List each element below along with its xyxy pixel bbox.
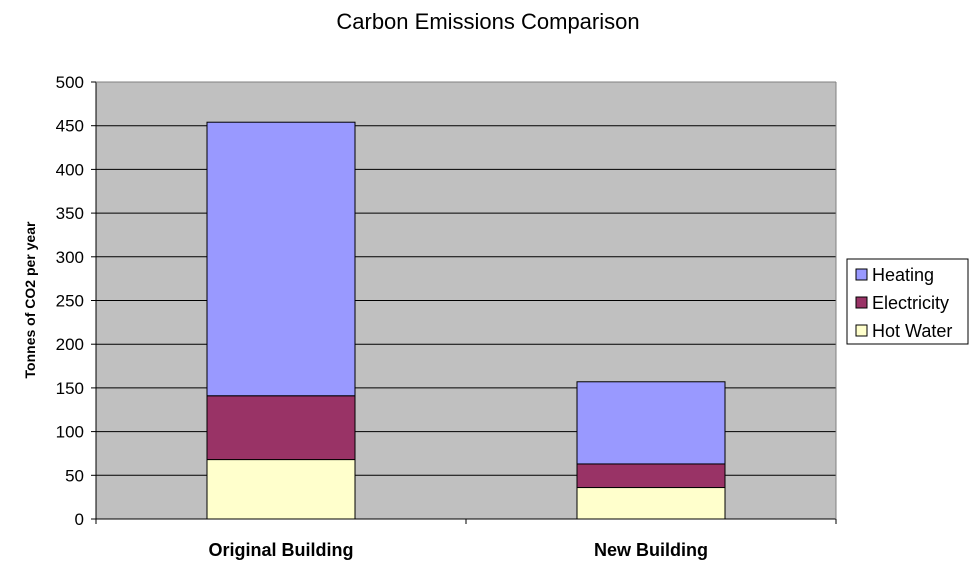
y-tick-label: 350	[56, 204, 84, 223]
y-tick-label: 300	[56, 248, 84, 267]
y-tick-label: 250	[56, 292, 84, 311]
legend-swatch	[855, 268, 868, 281]
y-tick-label: 450	[56, 117, 84, 136]
y-tick-label: 500	[56, 73, 84, 92]
y-tick-label: 400	[56, 160, 84, 179]
x-category-label: New Building	[594, 540, 708, 560]
legend: Heating Electricity Hot Water	[846, 258, 969, 345]
bar-segment-electricity	[576, 463, 726, 489]
y-tick-label: 200	[56, 335, 84, 354]
legend-swatch	[855, 296, 868, 309]
bars	[206, 121, 726, 520]
chart-title: Carbon Emissions Comparison	[336, 9, 639, 34]
bar-segment-heating	[576, 381, 726, 465]
bar-segment-electricity	[206, 395, 356, 461]
y-tick-labels: 0 50 100 150 200 250 300 350 400 450 500	[56, 73, 84, 529]
y-axis-label: Tonnes of CO2 per year	[22, 221, 38, 378]
axes	[91, 81, 837, 524]
bar-segment-hot-water	[576, 487, 726, 520]
bar-segment-hot-water	[206, 459, 356, 520]
legend-label: Electricity	[872, 293, 949, 313]
bar-segment-heating	[206, 121, 356, 397]
legend-swatch	[855, 324, 868, 337]
legend-label: Heating	[872, 265, 934, 285]
y-tick-label: 0	[75, 510, 84, 529]
y-tick-label: 150	[56, 379, 84, 398]
x-category-label: Original Building	[209, 540, 354, 560]
y-tick-label: 50	[65, 466, 84, 485]
x-category-labels: Original Building New Building	[209, 540, 709, 560]
y-tick-label: 100	[56, 423, 84, 442]
legend-label: Hot Water	[872, 321, 952, 341]
